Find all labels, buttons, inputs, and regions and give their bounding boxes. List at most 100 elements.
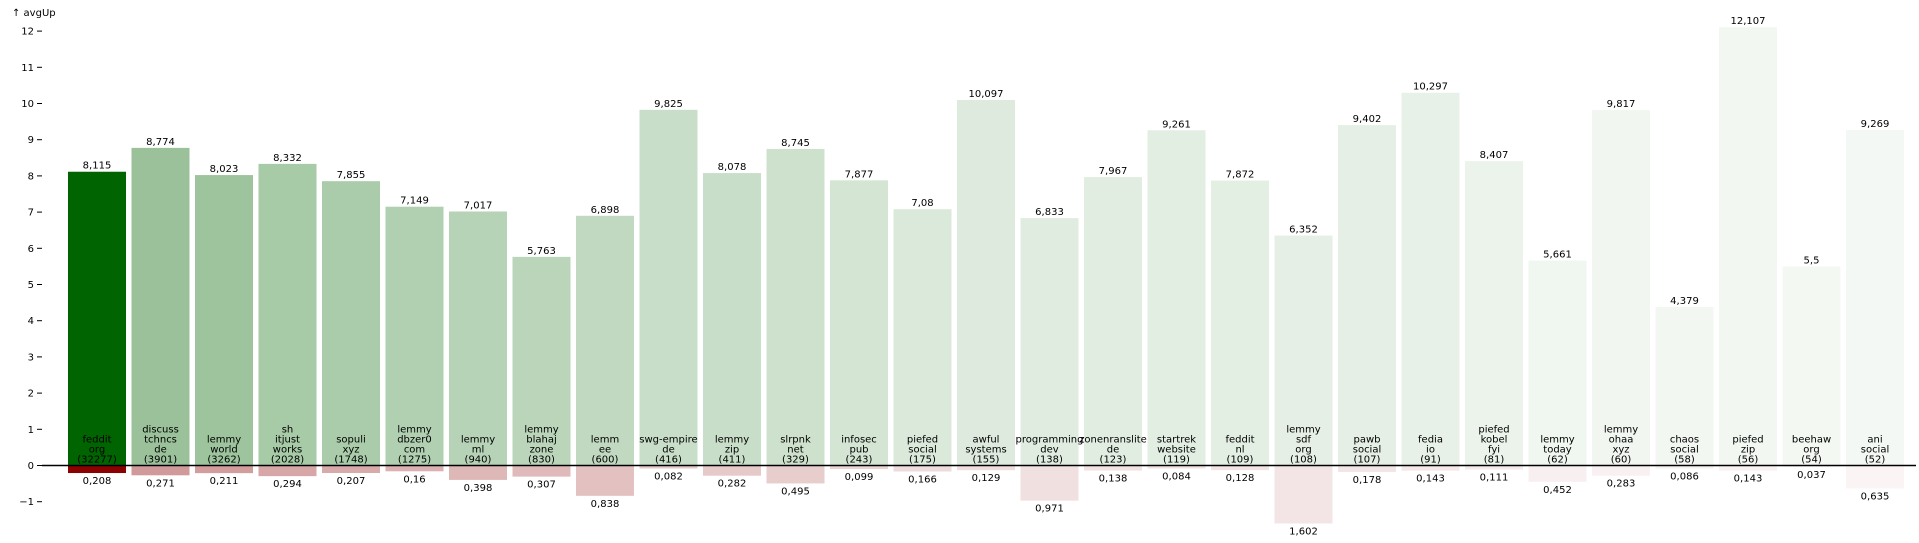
upvote-bar — [131, 147, 190, 466]
upvote-bar — [1592, 110, 1650, 466]
category-label: (52) — [1865, 455, 1886, 466]
upvote-bar — [1211, 180, 1269, 466]
downvote-value-label: 0,452 — [1543, 485, 1572, 496]
category-labels: fedditorg(32277)discusstchncsde(3901)lem… — [77, 425, 1889, 466]
category-label: org — [1295, 445, 1311, 456]
upvote-bar — [1846, 129, 1904, 466]
downvote-bar — [1401, 465, 1460, 471]
upvote-bar — [449, 211, 507, 466]
category-label: chaos — [1670, 435, 1699, 446]
category-label: kobel — [1481, 435, 1508, 446]
downvote-value-label: 0,086 — [1670, 472, 1699, 483]
downvote-bar — [1084, 465, 1142, 471]
y-tick-label: 2 — [28, 389, 34, 400]
downvote-value-label: 0,099 — [845, 472, 874, 483]
y-tick-label: 4 — [28, 316, 34, 327]
upvote-bar — [1147, 130, 1206, 466]
upvote-value-label: 5,763 — [527, 246, 556, 257]
upvote-bar — [1465, 161, 1523, 466]
category-label: systems — [965, 445, 1006, 456]
downvote-bar — [1147, 465, 1206, 469]
upvote-bar — [1528, 260, 1587, 466]
upvote-value-label: 9,402 — [1353, 114, 1382, 125]
upvote-bar — [1084, 177, 1142, 466]
downvote-bar — [195, 465, 253, 474]
downvote-bar — [512, 465, 571, 477]
category-label: (3262) — [207, 455, 240, 466]
category-label: xyz — [342, 445, 359, 456]
category-label: (2028) — [271, 455, 304, 466]
category-label: (107) — [1354, 455, 1381, 466]
upvote-bar — [1782, 266, 1841, 466]
upvote-bar — [1338, 125, 1396, 466]
upvote-value-label: 7,855 — [337, 170, 366, 181]
y-tick-label: 11 — [21, 63, 34, 74]
upvote-value-label: 6,352 — [1289, 225, 1318, 236]
category-label: (175) — [909, 455, 936, 466]
category-label: ohaa — [1609, 435, 1634, 446]
upvote-value-label: 7,08 — [911, 198, 933, 209]
category-label: works — [273, 445, 302, 456]
category-label: tchncs — [144, 435, 177, 446]
category-label: dev — [1040, 445, 1059, 456]
category-label: (329) — [782, 455, 809, 466]
category-label: pub — [849, 445, 868, 456]
downvote-bars — [68, 465, 1904, 524]
y-tick-label: 10 — [21, 99, 34, 110]
downvote-value-label: 0,307 — [527, 480, 556, 491]
upvote-value-label: 8,774 — [146, 137, 175, 148]
downvote-value-label: 0,495 — [781, 486, 810, 497]
downvote-value-label: 0,283 — [1607, 479, 1636, 490]
category-label: pawb — [1353, 435, 1380, 446]
category-label: feddit — [82, 435, 111, 446]
category-label: lemmy — [461, 435, 495, 446]
category-label: (600) — [592, 455, 619, 466]
downvote-value-label: 0,211 — [210, 476, 239, 487]
category-label: lemmy — [397, 425, 431, 436]
upvote-value-label: 4,379 — [1670, 296, 1699, 307]
downvote-bar — [1528, 465, 1587, 482]
downvote-bar — [766, 465, 825, 484]
category-label: feddit — [1225, 435, 1254, 446]
category-label: piefed — [1732, 435, 1763, 446]
upvote-bar — [957, 99, 1015, 466]
category-label: social — [908, 445, 937, 456]
downvote-value-label: 0,635 — [1861, 491, 1890, 502]
category-label: xyz — [1612, 445, 1629, 456]
category-label: website — [1157, 445, 1196, 456]
y-tick-label: 9 — [28, 135, 34, 146]
category-label: (81) — [1484, 455, 1505, 466]
y-tick-label: 0 — [28, 461, 34, 472]
upvote-bar — [322, 181, 380, 466]
upvote-value-label: 6,833 — [1035, 207, 1064, 218]
upvote-bar — [385, 206, 444, 466]
upvote-value-label: 12,107 — [1731, 16, 1766, 27]
category-label: (3901) — [144, 455, 177, 466]
downvote-bar — [1338, 465, 1396, 472]
downvote-value-label: 0,143 — [1734, 474, 1763, 485]
category-label: ee — [599, 445, 611, 456]
category-label: (58) — [1674, 455, 1695, 466]
downvote-value-label: 0,037 — [1797, 470, 1826, 481]
downvote-value-label: 0,294 — [273, 479, 302, 490]
category-label: zone — [530, 445, 554, 456]
downvote-bar — [449, 465, 507, 480]
downvote-bar — [957, 465, 1015, 471]
value-labels: 8,115 0,208 8,774 0,271 8,023 0,211 8,332 0,294… — [83, 16, 1890, 537]
category-label: (119) — [1163, 455, 1190, 466]
upvote-bar — [512, 256, 571, 466]
upvote-bar — [68, 171, 126, 466]
category-label: today — [1543, 445, 1572, 456]
downvote-bar — [1465, 465, 1523, 470]
y-tick-label: 6 — [28, 244, 34, 255]
downvote-value-label: 0,971 — [1035, 504, 1064, 515]
downvote-value-label: 0,208 — [83, 476, 112, 487]
downvote-value-label: 0,178 — [1353, 475, 1382, 486]
category-label: (830) — [528, 455, 555, 466]
category-label: (109) — [1227, 455, 1254, 466]
upvote-value-label: 8,115 — [83, 161, 112, 172]
upvote-bar — [195, 175, 253, 466]
downvote-bar — [1655, 465, 1714, 469]
downvote-value-label: 0,282 — [718, 479, 747, 490]
